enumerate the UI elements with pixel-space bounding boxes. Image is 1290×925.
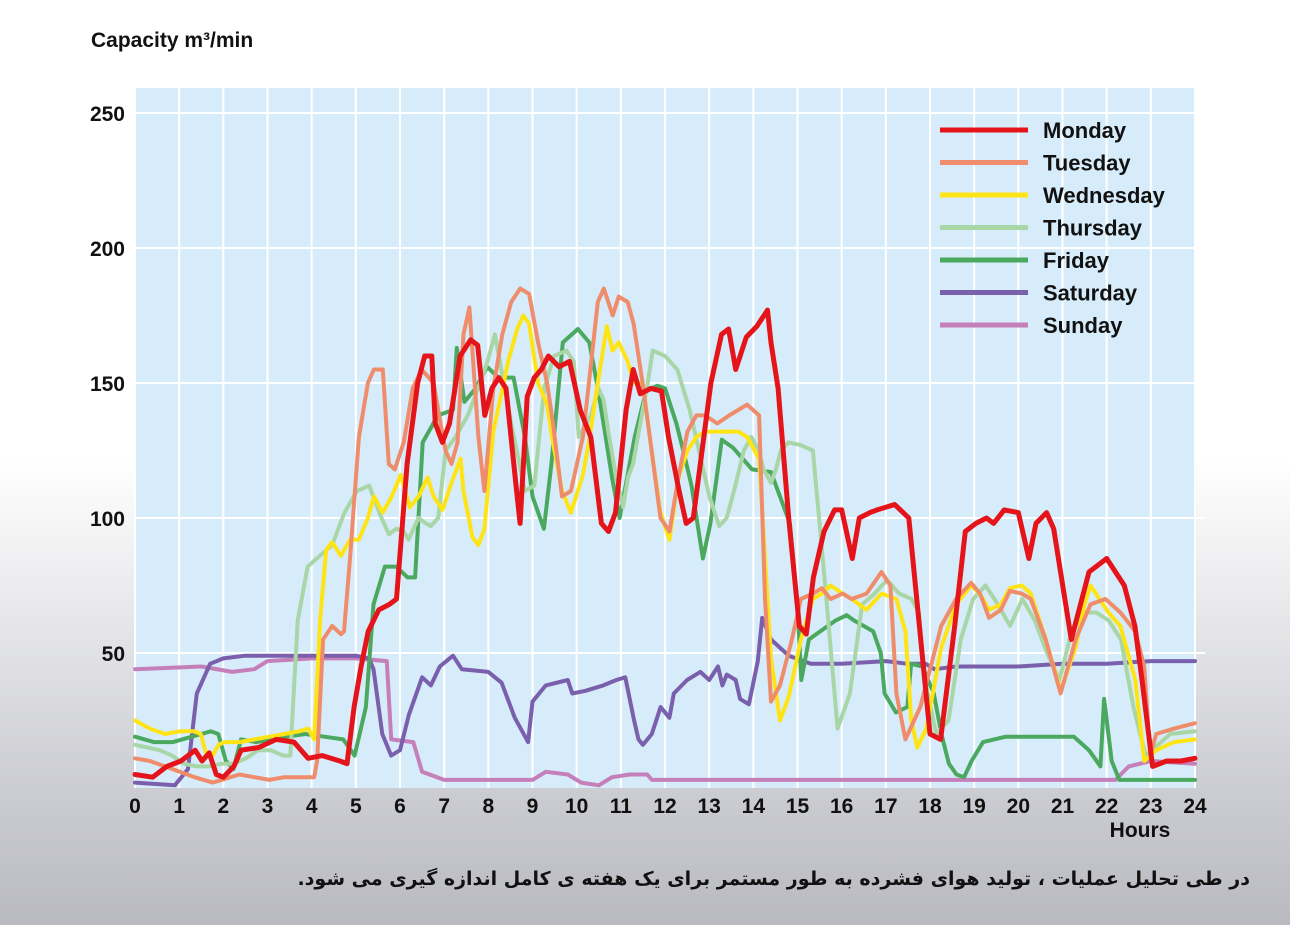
y-axis-label: Capacity m³/min xyxy=(91,29,253,52)
x-tick-label: 1 xyxy=(173,795,185,818)
x-tick-label: 9 xyxy=(527,795,539,818)
x-tick-label: 20 xyxy=(1007,795,1030,818)
legend-label-saturday: Saturday xyxy=(1043,281,1138,306)
x-tick-label: 21 xyxy=(1051,795,1075,818)
series-line-sunday xyxy=(133,656,1197,788)
y-tick-label: 150 xyxy=(90,373,125,396)
x-tick-label: 11 xyxy=(610,795,633,818)
x-tick-label: 7 xyxy=(438,795,450,818)
x-tick-label: 16 xyxy=(830,795,853,818)
series-lines xyxy=(132,286,1198,788)
x-tick-label: 4 xyxy=(306,795,318,818)
x-tick-label: 6 xyxy=(394,795,406,818)
x-tick-label: 14 xyxy=(742,795,766,818)
caption: در طی تحلیل عملیات ، تولید هوای فشرده به… xyxy=(297,868,1250,890)
x-tick-label: 0 xyxy=(129,795,141,818)
legend: Monday Tuesday Wednesday Thursday Friday Satu… xyxy=(940,118,1166,338)
x-tick-label: 23 xyxy=(1139,795,1162,818)
legend-label-sunday: Sunday xyxy=(1043,313,1123,338)
x-tick-label: 12 xyxy=(653,795,676,818)
x-tick-label: 10 xyxy=(565,795,588,818)
legend-label-friday: Friday xyxy=(1043,248,1110,273)
y-tick-label: 200 xyxy=(90,238,125,261)
legend-label-monday: Monday xyxy=(1043,118,1127,143)
x-tick-label: 8 xyxy=(482,795,494,818)
axis-tick-labels: 0 1 2 3 4 5 6 7 8 9 10 11 12 13 14 15 16 17 18 19 20 21 22 23 24… xyxy=(90,103,1207,818)
x-tick-label: 3 xyxy=(262,795,274,818)
gridlines xyxy=(134,88,1205,788)
series-line-friday xyxy=(133,327,1197,782)
x-tick-label: 5 xyxy=(350,795,362,818)
x-tick-label: 17 xyxy=(874,795,897,818)
x-tick-label: 13 xyxy=(697,795,720,818)
series-line-tuesday xyxy=(133,286,1197,785)
y-tick-label: 50 xyxy=(102,643,125,666)
series-line-monday xyxy=(132,307,1198,780)
y-tick-label: 250 xyxy=(90,103,125,126)
x-tick-label: 18 xyxy=(918,795,942,818)
y-tick-label: 100 xyxy=(90,508,125,531)
legend-label-tuesday: Tuesday xyxy=(1043,151,1131,176)
x-axis-label: Hours xyxy=(1110,819,1171,842)
x-tick-label: 24 xyxy=(1183,795,1207,818)
x-tick-label: 2 xyxy=(217,795,229,818)
x-tick-label: 22 xyxy=(1095,795,1118,818)
legend-label-thursday: Thursday xyxy=(1043,216,1143,241)
legend-label-wednesday: Wednesday xyxy=(1043,183,1166,208)
x-tick-label: 15 xyxy=(786,795,810,818)
x-tick-label: 19 xyxy=(962,795,985,818)
series-line-thursday xyxy=(133,332,1197,769)
